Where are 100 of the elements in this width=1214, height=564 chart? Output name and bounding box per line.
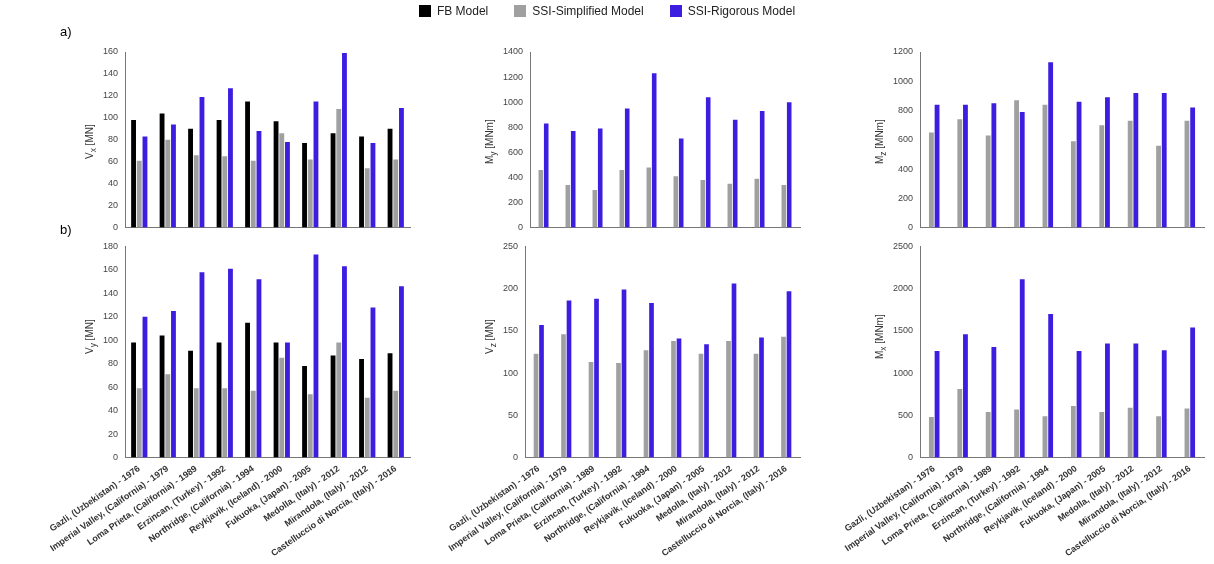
bar	[1099, 125, 1105, 228]
y-tick-label: 0	[113, 222, 119, 233]
y-tick-label: 120	[102, 311, 119, 322]
bar	[245, 101, 250, 228]
bar	[963, 104, 968, 228]
y-tick-label: 100	[502, 367, 519, 378]
bar	[1190, 107, 1196, 228]
legend-label: FB Model	[435, 4, 489, 18]
bar	[543, 123, 549, 228]
bar	[364, 397, 370, 458]
bar	[245, 322, 250, 458]
bar	[279, 133, 285, 228]
bar	[928, 132, 934, 228]
bar	[985, 411, 991, 458]
bar	[1190, 327, 1196, 458]
y-tick-label: 1200	[892, 46, 914, 57]
bar	[732, 119, 738, 228]
bar	[671, 340, 676, 458]
bar	[193, 155, 199, 228]
y-tick-label: 20	[108, 200, 119, 211]
y-tick-label: 250	[502, 240, 519, 251]
y-tick-label: 800	[897, 105, 914, 116]
bar	[399, 107, 404, 228]
y-tick-label: 140	[102, 287, 119, 298]
y-tick-label: 0	[908, 222, 914, 233]
bar	[250, 160, 256, 228]
bar	[957, 389, 963, 458]
bar	[285, 142, 290, 228]
bar	[649, 302, 654, 458]
y-tick-label: 1500	[892, 325, 914, 336]
bar	[188, 128, 193, 228]
bar	[1019, 279, 1025, 458]
y-tick-label: 1000	[502, 96, 524, 107]
bar	[359, 358, 364, 458]
y-tick-label: 80	[108, 134, 119, 145]
bar	[1156, 145, 1161, 228]
bar	[570, 131, 576, 228]
bar	[705, 97, 711, 228]
bar	[359, 136, 364, 228]
text: a)	[60, 24, 72, 39]
bar	[1048, 313, 1054, 458]
y-tick-label: 800	[507, 121, 524, 132]
y-tick-label: 600	[507, 146, 524, 157]
bar	[1105, 97, 1110, 228]
y-tick-label: 1400	[502, 46, 524, 57]
bar	[165, 374, 171, 458]
y-tick-label: 40	[108, 178, 119, 189]
y-tick-label: 400	[507, 171, 524, 182]
y-tick-label: 1200	[502, 71, 524, 82]
bar	[342, 53, 347, 228]
bar	[726, 340, 731, 458]
bar	[336, 109, 342, 228]
y-tick-label: 60	[108, 381, 119, 392]
y-tick-label: 1000	[892, 367, 914, 378]
y-tick-label: 0	[113, 452, 119, 462]
bar	[781, 336, 786, 458]
bar	[963, 334, 968, 458]
bar	[678, 138, 684, 228]
bar	[171, 310, 176, 458]
bar	[193, 388, 199, 458]
bar	[302, 143, 307, 228]
bar	[561, 334, 566, 458]
bar	[1014, 100, 1019, 228]
bar	[1099, 411, 1105, 458]
bar	[228, 88, 233, 228]
bar	[228, 268, 233, 458]
bar	[1070, 141, 1076, 228]
y-tick-label: 2000	[892, 283, 914, 294]
bar	[1019, 112, 1025, 228]
bar	[131, 120, 136, 228]
bar	[336, 342, 342, 458]
y-tick-label: 0	[518, 222, 524, 233]
bar	[307, 394, 313, 458]
y-tick-label: 2500	[892, 240, 914, 251]
bar	[1156, 416, 1161, 458]
y-tick-label: 200	[502, 283, 519, 294]
y-tick-label: 50	[508, 409, 519, 420]
bar	[393, 390, 399, 458]
bar	[1048, 62, 1054, 228]
y-tick-label: 400	[897, 163, 914, 174]
y-tick-label: 80	[108, 358, 119, 369]
bar	[393, 159, 399, 228]
legend-label: SSI-Simplified Model	[531, 4, 644, 18]
y-tick-label: 100	[102, 334, 119, 345]
y-tick-label: 120	[102, 90, 119, 101]
bar	[991, 103, 997, 228]
y-tick-label: 600	[897, 134, 914, 145]
y-tick-label: 180	[102, 240, 119, 251]
legend-label: SSI-Rigorous Model	[686, 4, 796, 18]
bar	[1161, 350, 1167, 458]
bar	[957, 119, 963, 228]
bar	[136, 388, 142, 458]
bar	[342, 266, 347, 458]
bar	[364, 168, 370, 228]
y-tick-label: 100	[102, 112, 119, 123]
bar	[131, 342, 136, 458]
bar	[279, 357, 285, 458]
y-tick-label: 40	[108, 405, 119, 416]
bar	[991, 346, 997, 458]
bar	[651, 73, 657, 228]
